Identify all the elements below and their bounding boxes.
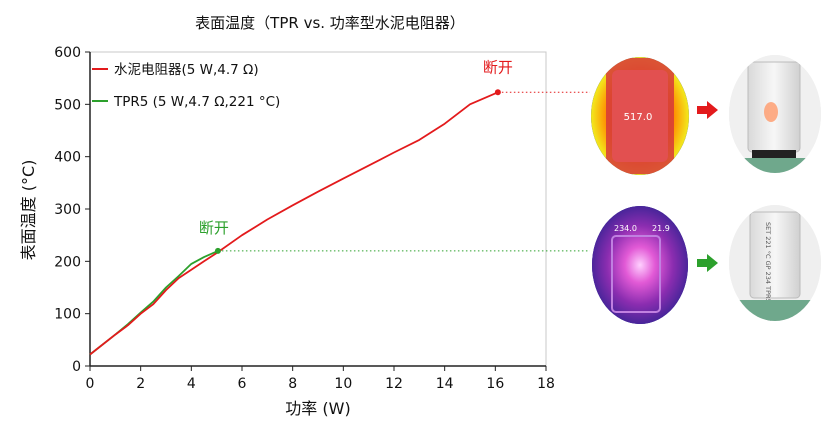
y-tick-label: 200 [54,254,81,270]
thermal-readout-tpr-right: 21.9 [652,224,670,233]
x-tick-label: 4 [187,376,196,392]
x-tick-label: 12 [385,376,403,392]
y-tick-label: 500 [54,97,81,113]
thermal-readout-tpr-left: 234.0 [614,224,637,233]
legend-label-tpr: TPR5 (5 W,4.7 Ω,221 °C) [113,94,280,110]
x-tick-label: 16 [486,376,504,392]
arrow-red-icon [697,101,718,119]
x-tick-label: 18 [537,376,555,392]
thermal-image-tpr: 234.0 21.9 [592,206,688,324]
x-tick-label: 10 [334,376,352,392]
annotation-tpr: 断开 [199,219,229,237]
series-line-cement [89,91,499,356]
y-tick-label: 600 [54,45,81,61]
chart-title: 表面温度（TPR vs. 功率型水泥电阻器） [195,14,465,32]
tpr-device-marking: SET 221 °C GP 234 TPR5-14R70LB [764,222,772,334]
x-tick-label: 0 [86,376,95,392]
x-axis-title: 功率 (W) [285,399,350,418]
x-tick-label: 6 [238,376,247,392]
y-axis-title: 表面温度 (°C) [19,160,38,261]
legend: 水泥电阻器(5 W,4.7 Ω) TPR5 (5 W,4.7 Ω,221 °C) [92,62,280,110]
legend-label-cement: 水泥电阻器(5 W,4.7 Ω) [114,62,259,78]
thermal-readout-cement: 517.0 [624,112,653,123]
photo-tpr: SET 221 °C GP 234 TPR5-14R70LB [729,205,821,334]
thermal-image-cement: 517.0 [591,57,689,175]
annotation-cement: 断开 [483,58,513,76]
x-tick-label: 2 [136,376,145,392]
y-tick-label: 100 [54,307,81,323]
y-tick-label: 300 [54,202,81,218]
x-tick-label: 14 [436,376,454,392]
y-tick-label: 0 [72,359,81,375]
y-tick-label: 400 [54,150,81,166]
arrow-green-icon [697,254,718,272]
x-tick-label: 8 [288,376,297,392]
photo-cement-resistor [729,55,821,173]
